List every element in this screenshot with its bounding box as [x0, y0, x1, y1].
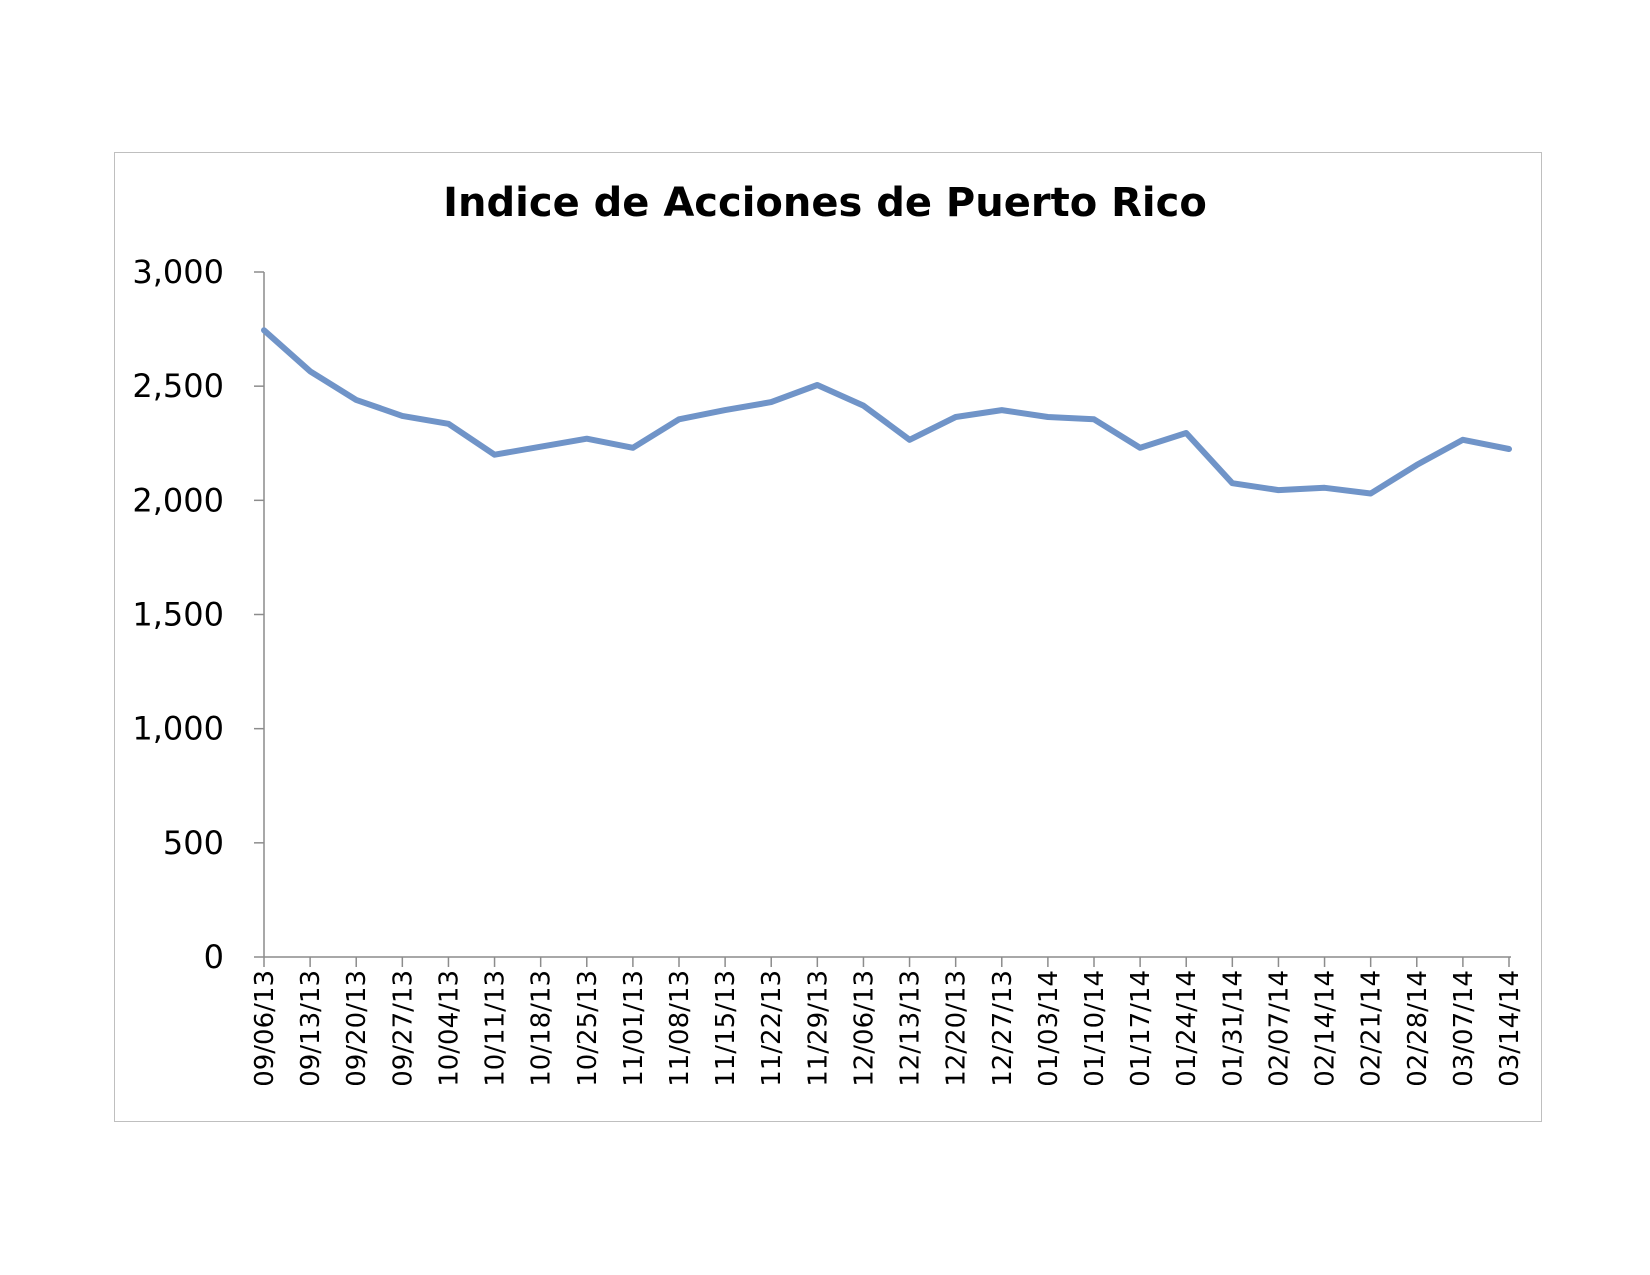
x-tick-label: 10/11/13 [481, 970, 511, 1087]
x-tick-label: 03/14/14 [1495, 970, 1525, 1087]
x-tick-label: 11/29/13 [803, 970, 833, 1087]
x-tick-label: 09/27/13 [388, 970, 418, 1087]
x-tick-label: 02/14/14 [1311, 970, 1341, 1087]
x-tick-label: 09/20/13 [342, 970, 372, 1087]
chart-frame [114, 152, 1542, 1122]
x-tick-label: 12/20/13 [942, 970, 972, 1087]
x-tick-label: 01/17/14 [1126, 970, 1156, 1087]
chart-title: Indice de Acciones de Puerto Rico [443, 180, 1207, 226]
x-tick-label: 11/08/13 [665, 970, 695, 1087]
x-tick-label: 03/07/14 [1449, 970, 1479, 1087]
y-tick-label: 2,000 [132, 481, 224, 519]
x-tick-label: 10/18/13 [527, 970, 557, 1087]
y-tick-label: 1,000 [132, 710, 224, 748]
x-tick-label: 02/28/14 [1403, 970, 1433, 1087]
x-tick-label: 10/25/13 [573, 970, 603, 1087]
x-tick-label: 01/03/14 [1034, 970, 1064, 1087]
x-axis-ticks: 09/06/13 09/13/13 09/20/13 09/27/13 10/04/13… [250, 957, 1525, 1087]
y-tick-label: 500 [163, 824, 224, 862]
series-line [261, 327, 1512, 497]
x-tick-label: 02/21/14 [1357, 970, 1387, 1087]
series-layer [261, 327, 1512, 497]
x-tick-label: 11/01/13 [619, 970, 649, 1087]
x-tick-label: 12/27/13 [988, 970, 1018, 1087]
y-tick-label: 1,500 [132, 596, 224, 634]
x-tick-label: 10/04/13 [434, 970, 464, 1087]
axes [263, 272, 1511, 958]
x-tick-label: 09/13/13 [296, 970, 326, 1087]
y-tick-label: 2,500 [132, 367, 224, 405]
x-tick-label: 02/07/14 [1264, 970, 1294, 1087]
x-tick-label: 12/06/13 [849, 970, 879, 1087]
y-tick-label: 0 [204, 938, 224, 976]
y-tick-label: 3,000 [132, 253, 224, 291]
x-tick-label: 11/15/13 [711, 970, 741, 1087]
x-tick-label: 12/13/13 [896, 970, 926, 1087]
x-tick-label: 11/22/13 [757, 970, 787, 1087]
x-tick-label: 01/10/14 [1080, 970, 1110, 1087]
y-axis-ticks: 0 500 1,000 1,500 2,000 2,500 3,000 [132, 253, 264, 976]
x-tick-label: 01/24/14 [1172, 970, 1202, 1087]
x-tick-label: 01/31/14 [1218, 970, 1248, 1087]
x-tick-label: 09/06/13 [250, 970, 280, 1087]
